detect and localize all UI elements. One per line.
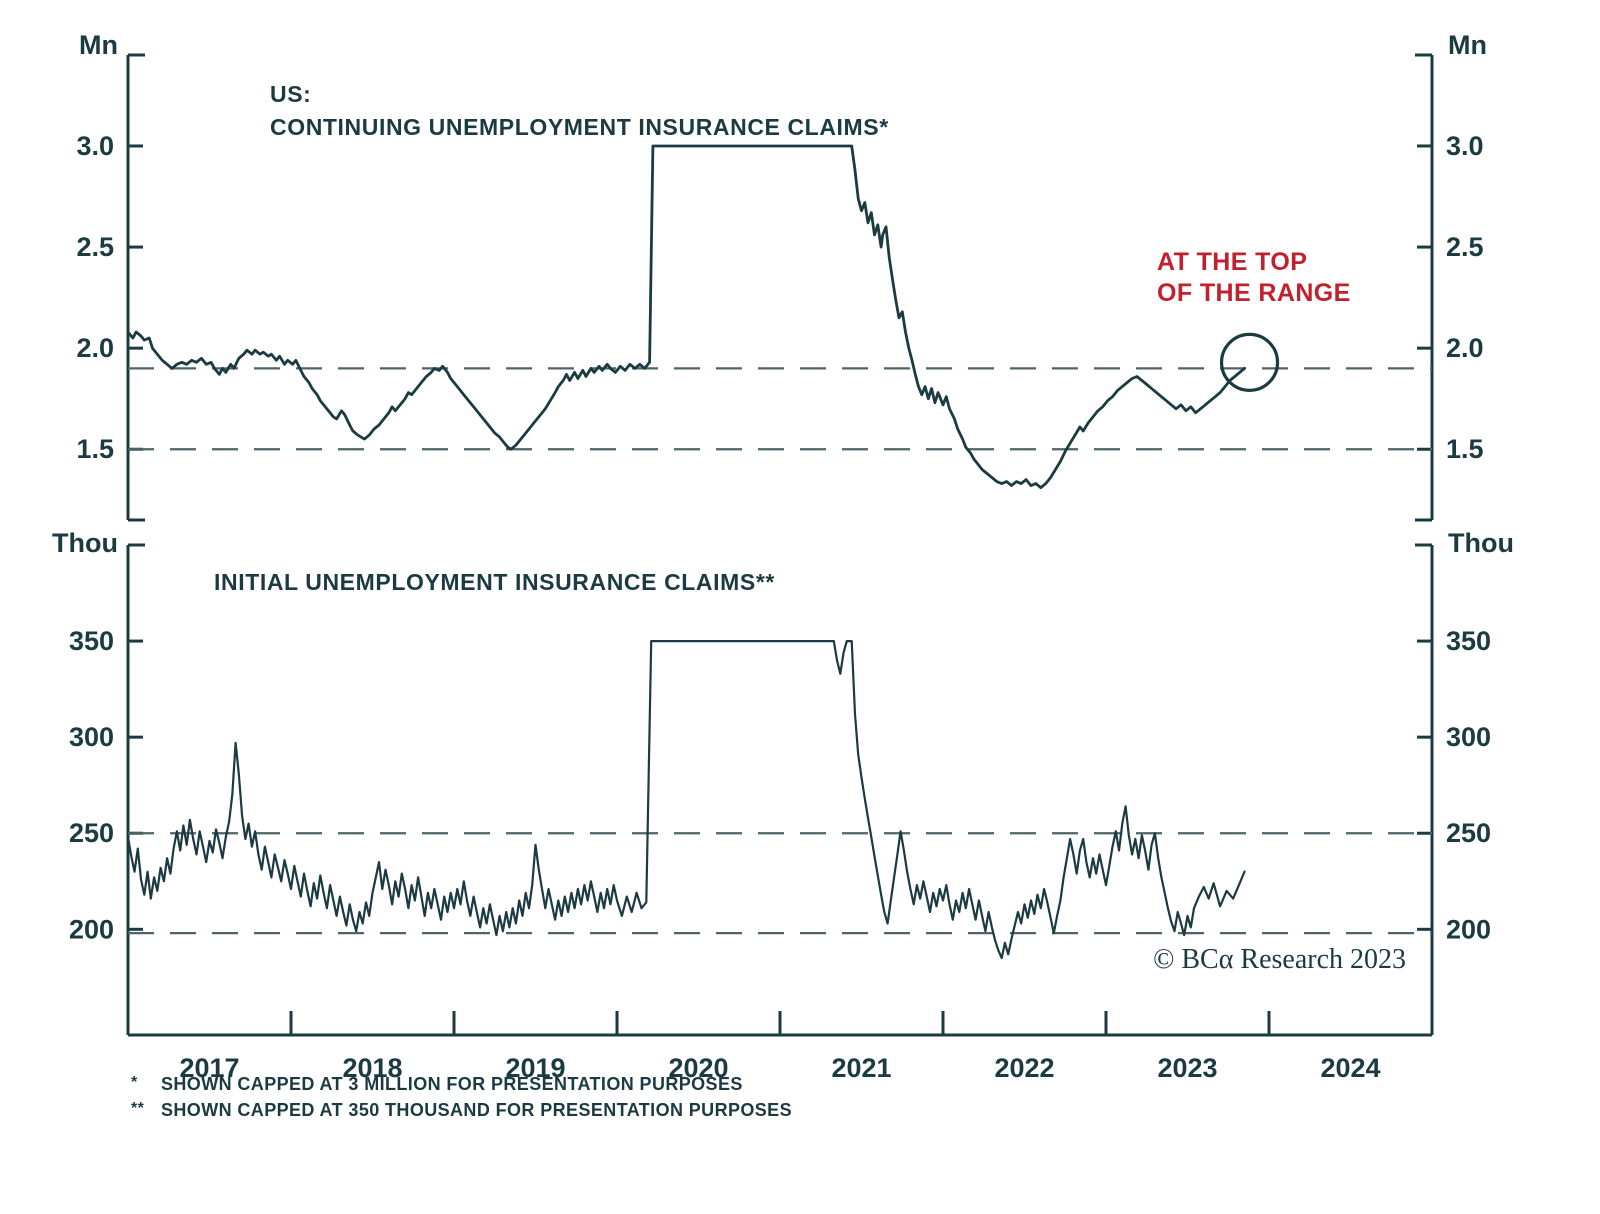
- series-line: [126, 144, 1246, 490]
- bottom-panel-title: INITIAL UNEMPLOYMENT INSURANCE CLAIMS**: [214, 566, 775, 599]
- range-annotation-line2: OF THE RANGE: [1157, 279, 1351, 307]
- bottom-panel-title-line1: INITIAL UNEMPLOYMENT INSURANCE CLAIMS**: [214, 569, 775, 595]
- unit-label-top-left: Mn: [79, 30, 118, 60]
- footnote-1-text: SHOWN CAPPED AT 3 MILLION FOR PRESENTATI…: [161, 1074, 743, 1094]
- copyright-text: © BCα Research 2023: [1153, 944, 1406, 975]
- footnote-2-marker: **: [131, 1100, 145, 1117]
- y-tick-label: 2.0: [1446, 333, 1484, 363]
- series-line: [126, 639, 1246, 960]
- y-tick-label: 2.0: [76, 333, 114, 363]
- y-tick-label: 250: [69, 818, 114, 848]
- x-tick-label: 2022: [994, 1053, 1054, 1083]
- footnote-2-text: SHOWN CAPPED AT 350 THOUSAND FOR PRESENT…: [161, 1100, 792, 1120]
- y-tick-label: 3.0: [1446, 131, 1484, 161]
- unit-label-bottom-right: Thou: [1448, 528, 1514, 558]
- y-tick-label: 300: [69, 722, 114, 752]
- y-tick-label: 350: [69, 626, 114, 656]
- top-panel-title-line2: CONTINUING UNEMPLOYMENT INSURANCE CLAIMS…: [270, 114, 889, 140]
- unit-label-bottom-left: Thou: [52, 528, 118, 558]
- footnote-1: * SHOWN CAPPED AT 3 MILLION FOR PRESENTA…: [131, 1074, 743, 1095]
- y-tick-label: 2.5: [1446, 232, 1484, 262]
- x-tick-label: 2018: [342, 1053, 402, 1083]
- top-panel-title-line1: US:: [270, 81, 312, 107]
- x-tick-label: 2023: [1157, 1053, 1217, 1083]
- highlight-circle: [1219, 332, 1280, 392]
- unit-label-top-right: Mn: [1448, 30, 1487, 60]
- range-annotation-line1: AT THE TOP: [1157, 248, 1308, 276]
- y-tick-label: 350: [1446, 626, 1491, 656]
- y-tick-label: 200: [69, 914, 114, 944]
- y-tick-label: 1.5: [76, 434, 114, 464]
- x-tick-label: 2017: [179, 1053, 239, 1083]
- x-tick-label: 2024: [1320, 1053, 1380, 1083]
- range-annotation: AT THE TOP OF THE RANGE: [1157, 247, 1351, 309]
- y-tick-label: 200: [1446, 914, 1491, 944]
- x-tick-label: 2020: [668, 1053, 728, 1083]
- footnote-2: ** SHOWN CAPPED AT 350 THOUSAND FOR PRES…: [131, 1100, 792, 1121]
- x-tick-label: 2019: [505, 1053, 565, 1083]
- y-tick-label: 3.0: [76, 131, 114, 161]
- footnote-1-marker: *: [131, 1074, 138, 1091]
- y-tick-label: 250: [1446, 818, 1491, 848]
- y-tick-label: 2.5: [76, 232, 114, 262]
- top-panel-title: US: CONTINUING UNEMPLOYMENT INSURANCE CL…: [270, 78, 889, 144]
- y-tick-label: 300: [1446, 722, 1491, 752]
- y-tick-label: 1.5: [1446, 434, 1484, 464]
- x-tick-label: 2021: [831, 1053, 891, 1083]
